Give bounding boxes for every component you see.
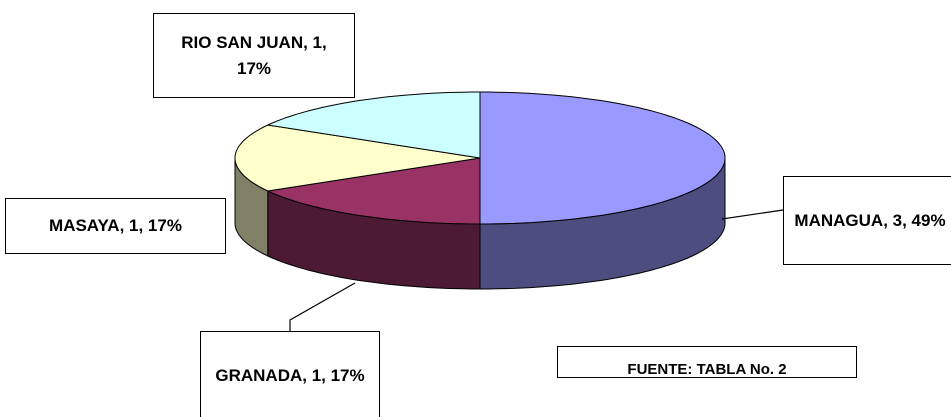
data-label: MASAYA, 1, 17%: [49, 216, 182, 235]
source-box: FUENTE: TABLA No. 2: [557, 346, 857, 378]
leader-line: [721, 209, 784, 220]
data-label: MANAGUA, 3, 49%: [794, 210, 946, 230]
leader-line: [289, 282, 356, 333]
slice: [479, 91, 726, 225]
label-box: GRANADA, 1, 17%: [200, 331, 380, 417]
slice: [266, 157, 481, 225]
label-box: MANAGUA, 3, 49%: [783, 176, 951, 265]
data-label: GRANADA, 1, 17%: [215, 366, 365, 385]
label-box: RIO SAN JUAN, 1, 17%: [153, 13, 355, 98]
data-label: RIO SAN JUAN, 1, 17%: [181, 32, 327, 78]
slice: [234, 124, 481, 192]
label-box: MASAYA, 1, 17%: [5, 198, 226, 254]
slice: [266, 91, 481, 159]
source-note: FUENTE: TABLA No. 2: [627, 361, 787, 378]
